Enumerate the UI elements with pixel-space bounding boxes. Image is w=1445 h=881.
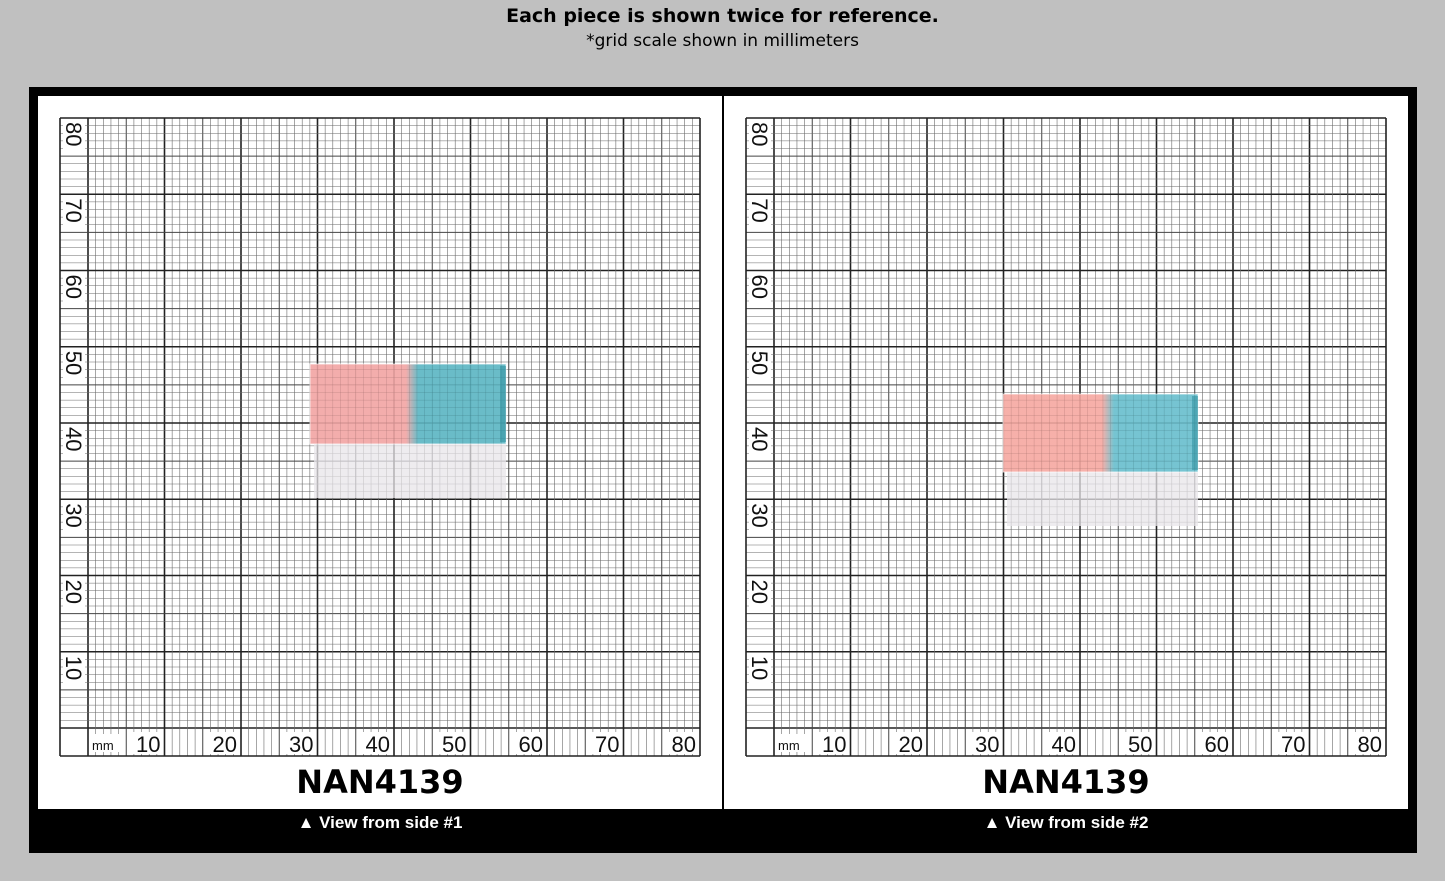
mm-grid [745, 117, 1387, 757]
x-tick-bg [816, 732, 849, 754]
x-tick-bg [589, 732, 622, 754]
grid-photo-side-2: 10 20 30 40 50 60 70 80 10 20 30 40 50 60 70 80 mm [745, 117, 1387, 757]
y-tick-label: 60 [61, 275, 86, 299]
product-id-label: NAN4139 [982, 763, 1150, 801]
y-tick-label: 20 [61, 580, 86, 604]
y-tick-bg [749, 348, 771, 379]
x-tick-bg [666, 732, 698, 754]
x-tick-label: 30 [975, 732, 999, 757]
x-tick-label: 20 [213, 732, 237, 757]
y-tick-label: 50 [747, 351, 772, 375]
x-tick-label: 80 [672, 732, 696, 757]
y-tick-label: 10 [61, 656, 86, 680]
y-tick-bg [749, 272, 771, 303]
y-tick-bg [749, 653, 771, 684]
x-tick-bg [283, 732, 316, 754]
y-tick-label: 80 [61, 122, 86, 146]
y-tick-label: 70 [61, 198, 86, 222]
x-tick-label: 40 [366, 732, 390, 757]
image-frame: 10 20 30 40 50 60 70 80 10 20 30 40 50 60 70 80 mm NAN41… [29, 87, 1417, 853]
x-tick-bg [893, 732, 925, 754]
x-tick-bg [1275, 732, 1308, 754]
y-tick-bg [63, 120, 85, 150]
y-tick-label: 20 [747, 580, 772, 604]
grid-photo-side-1: 10 20 30 40 50 60 70 80 10 20 30 40 50 60 70 80 mm [59, 117, 701, 757]
x-tick-label: 20 [899, 732, 923, 757]
y-tick-bg [749, 196, 771, 227]
unit-bg [89, 734, 119, 752]
y-tick-label: 40 [61, 427, 86, 451]
unit-label: mm [778, 738, 800, 753]
x-tick-label: 70 [1281, 732, 1305, 757]
y-tick-bg [749, 577, 771, 608]
y-tick-label: 50 [61, 351, 86, 375]
x-tick-label: 50 [1128, 732, 1152, 757]
x-tick-bg [513, 732, 545, 754]
y-tick-bg [749, 501, 771, 532]
caption-side-1: ▲ View from side #1 [297, 813, 463, 832]
photo-panel-side-1: 10 20 30 40 50 60 70 80 10 20 30 40 50 60 70 80 mm NAN41… [38, 96, 722, 809]
y-tick-bg [63, 272, 85, 303]
page-title: Each piece is shown twice for reference. [506, 5, 939, 27]
x-tick-label: 10 [136, 732, 160, 757]
x-tick-bg [360, 732, 392, 754]
x-tick-label: 50 [442, 732, 466, 757]
y-tick-bg [63, 577, 85, 608]
x-tick-bg [1122, 732, 1155, 754]
y-tick-label: 60 [747, 275, 772, 299]
y-tick-label: 80 [747, 122, 772, 146]
photo-panel-side-2: 10 20 30 40 50 60 70 80 10 20 30 40 50 60 70 80 mm NAN41… [724, 96, 1408, 809]
product-id-label: NAN4139 [296, 763, 464, 801]
y-tick-bg [63, 425, 85, 455]
y-tick-bg [63, 196, 85, 227]
y-tick-bg [749, 425, 771, 455]
x-tick-bg [207, 732, 239, 754]
x-tick-label: 60 [519, 732, 543, 757]
x-tick-bg [1352, 732, 1384, 754]
y-tick-label: 10 [747, 656, 772, 680]
y-tick-label: 30 [747, 503, 772, 527]
x-tick-bg [130, 732, 163, 754]
y-tick-bg [749, 120, 771, 150]
y-tick-label: 30 [61, 503, 86, 527]
y-tick-bg [63, 501, 85, 532]
x-tick-label: 30 [289, 732, 313, 757]
y-tick-label: 70 [747, 198, 772, 222]
unit-label: mm [92, 738, 114, 753]
x-tick-bg [1199, 732, 1231, 754]
y-tick-bg [63, 348, 85, 379]
x-tick-bg [969, 732, 1002, 754]
x-tick-bg [1046, 732, 1078, 754]
mm-grid [59, 117, 701, 757]
unit-bg [775, 734, 805, 752]
x-tick-label: 10 [822, 732, 846, 757]
glass-piece [309, 363, 507, 498]
x-tick-bg [436, 732, 469, 754]
page-subtitle: *grid scale shown in millimeters [586, 31, 859, 51]
x-tick-label: 60 [1205, 732, 1229, 757]
caption-side-2: ▲ View from side #2 [983, 813, 1149, 832]
y-tick-bg [63, 653, 85, 684]
glass-piece [1002, 393, 1199, 526]
x-tick-label: 70 [595, 732, 619, 757]
y-tick-label: 40 [747, 427, 772, 451]
x-tick-label: 40 [1052, 732, 1076, 757]
x-tick-label: 80 [1358, 732, 1382, 757]
